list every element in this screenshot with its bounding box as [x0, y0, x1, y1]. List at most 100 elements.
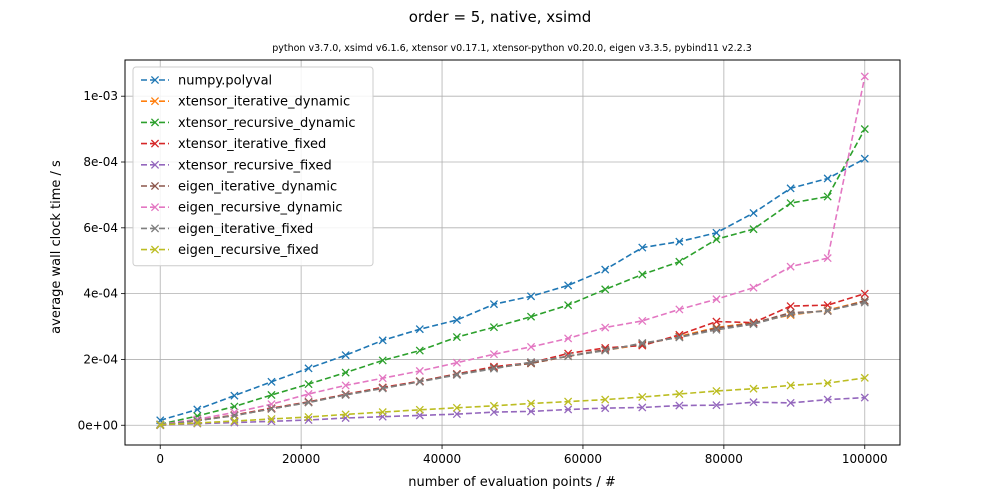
data-point [786, 184, 795, 193]
data-point [860, 373, 869, 382]
plot-frame [124, 59, 901, 446]
data-point [378, 384, 387, 393]
legend-marker [150, 75, 160, 85]
series-line-xtensor-recursive-dynamic [160, 128, 866, 426]
legend-marker [150, 139, 160, 148]
data-point [526, 292, 536, 301]
data-point [749, 208, 758, 218]
data-point [378, 374, 387, 383]
data-point [415, 366, 424, 376]
data-point [415, 325, 424, 334]
legend-marker [150, 245, 160, 254]
data-point [304, 389, 313, 399]
legend-label: eigen_recursive_fixed [178, 243, 319, 258]
y-tick-label: 8e-04 [83, 155, 118, 169]
legend-item: eigen_recursive_dynamic [141, 201, 343, 216]
data-point [230, 402, 239, 411]
data-point [489, 364, 499, 373]
series-eigen-iterative-fixed [156, 298, 869, 429]
data-point [675, 389, 684, 399]
data-point [378, 408, 387, 417]
data-point [489, 401, 499, 410]
data-point [564, 334, 573, 343]
data-point [564, 397, 573, 406]
legend-marker [150, 118, 160, 127]
data-point [564, 281, 573, 290]
data-point [823, 379, 832, 388]
x-axis-ticks: 0 20000 40000 60000 80000 100000 [156, 445, 888, 466]
y-axis-label: average wall clock time / s [49, 160, 64, 334]
data-point [638, 243, 647, 252]
data-point [823, 254, 832, 263]
data-point [675, 257, 684, 266]
series-xtensor-recursive-dynamic [156, 125, 869, 429]
x-tick-label: 40000 [423, 452, 461, 466]
data-point [712, 235, 721, 244]
data-point [526, 312, 536, 321]
data-point [675, 333, 684, 342]
data-point [193, 418, 202, 428]
series-numpy-polyval [156, 154, 869, 425]
legend-item: xtensor_recursive_fixed [141, 158, 332, 173]
data-point [230, 391, 239, 400]
legend-label: xtensor_recursive_fixed [178, 158, 332, 173]
data-point [378, 336, 387, 345]
data-point [526, 342, 536, 351]
data-point [341, 381, 350, 390]
data-point [823, 395, 832, 404]
data-point [489, 323, 499, 332]
series-line-xtensor-recursive-fixed [160, 396, 865, 427]
data-point [675, 237, 684, 246]
series-line-eigen-iterative-fixed [160, 301, 865, 426]
series-group [156, 72, 869, 430]
y-axis-ticks: 0e+00 2e-04 4e-04 6e-04 8e-04 1e-03 [78, 89, 125, 432]
x-axis-label: number of evaluation points / # [408, 475, 616, 490]
data-point [712, 295, 721, 304]
legend-marker [150, 203, 160, 212]
data-point [638, 339, 647, 349]
data-point [712, 386, 721, 396]
data-point [267, 404, 276, 413]
data-point [304, 380, 313, 389]
data-point [823, 306, 832, 315]
data-point [786, 398, 795, 407]
x-tick-label: 0 [156, 452, 164, 466]
data-point [415, 405, 424, 414]
data-point [786, 199, 795, 208]
y-tick-label: 0e+00 [78, 418, 118, 432]
data-point [489, 408, 499, 417]
legend-item: xtensor_iterative_fixed [141, 137, 326, 152]
series-line-eigen-recursive-dynamic [160, 76, 866, 426]
data-point [860, 154, 869, 163]
data-point [601, 323, 610, 332]
data-point [749, 398, 758, 407]
data-point [675, 401, 684, 410]
data-point [564, 405, 573, 414]
data-point [304, 364, 313, 373]
legend-label: numpy.polyval [178, 74, 272, 89]
data-point [415, 377, 424, 386]
legend-marker [150, 160, 160, 169]
data-point [601, 346, 610, 355]
y-tick-label: 1e-03 [83, 89, 118, 103]
data-point [378, 356, 387, 365]
x-tick-label: 80000 [705, 452, 743, 466]
chart-subtitle: python v3.7.0, xsimd v6.1.6, xtensor v0.… [272, 43, 752, 54]
data-point [267, 377, 276, 386]
data-point [526, 358, 536, 367]
data-point [156, 420, 165, 429]
legend-label: xtensor_iterative_dynamic [178, 95, 350, 110]
data-point [341, 413, 350, 423]
data-point [860, 298, 869, 307]
data-point [712, 317, 721, 326]
y-tick-label: 6e-04 [83, 221, 118, 235]
data-point [786, 309, 795, 319]
legend-item: xtensor_iterative_dynamic [141, 95, 350, 110]
data-point [304, 398, 313, 407]
data-point [564, 352, 573, 361]
data-point [341, 368, 350, 377]
data-point [526, 399, 536, 408]
legend-label: xtensor_recursive_dynamic [178, 116, 356, 131]
data-point [489, 350, 499, 359]
legend-item: eigen_iterative_fixed [141, 222, 313, 237]
